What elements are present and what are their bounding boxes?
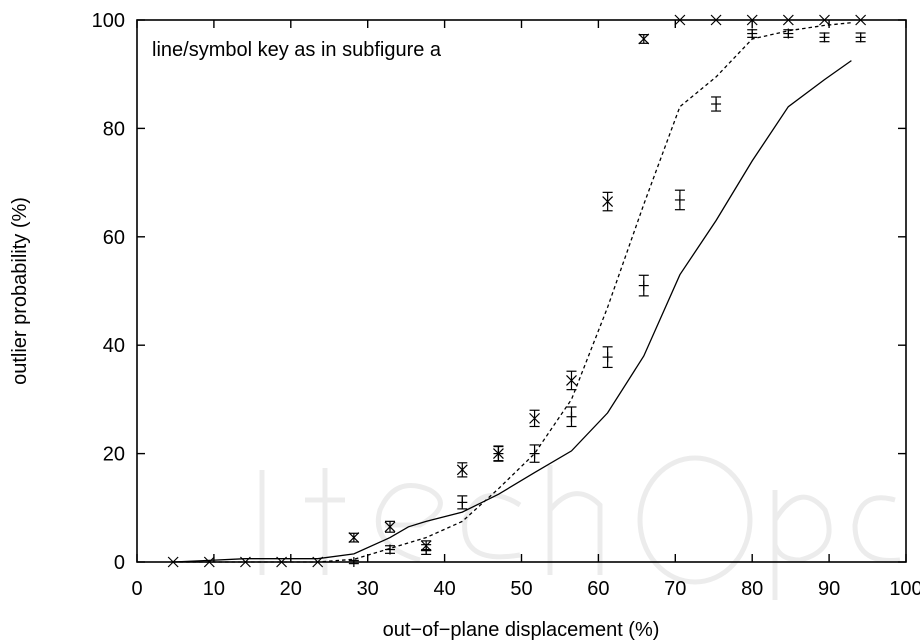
plus-marker-point: [711, 97, 721, 111]
x-tick-label: 50: [510, 578, 532, 600]
dashed-curve: [173, 23, 851, 562]
x-marker-point: [639, 34, 649, 44]
x-marker-point: [603, 192, 613, 210]
series-layer: [168, 15, 865, 567]
plus-marker-point: [385, 545, 395, 555]
x-tick-label: 100: [889, 578, 920, 600]
series-1: [173, 61, 851, 562]
plus-marker-point: [639, 275, 649, 296]
plus-marker-point: [747, 29, 757, 39]
y-tick-label: 100: [92, 10, 125, 32]
plus-marker-point: [603, 347, 613, 368]
plus-marker-point: [566, 407, 576, 427]
plus-marker-point: [675, 190, 685, 210]
x-tick-label: 70: [664, 578, 686, 600]
plus-marker-point: [530, 445, 540, 462]
x-marker-point: [566, 371, 576, 389]
x-tick-label: 80: [741, 578, 763, 600]
x-tick-label: 10: [203, 578, 225, 600]
x-marker-point: [349, 533, 359, 543]
series-2: [173, 23, 851, 562]
y-axis-label: outlier probability (%): [9, 197, 31, 385]
x-axis: 0 10 20 30 40 50 60 70 80 90 100: [131, 20, 920, 600]
x-tick-label: 40: [433, 578, 455, 600]
plus-marker-point: [783, 29, 793, 39]
x-tick-label: 0: [131, 578, 142, 600]
y-tick-label: 80: [103, 118, 125, 140]
plus-marker-point: [421, 545, 431, 555]
solid-curve: [173, 61, 851, 562]
x-tick-label: 90: [818, 578, 840, 600]
y-tick-label: 60: [103, 227, 125, 249]
plus-marker-point: [457, 496, 467, 509]
y-tick-label: 0: [114, 552, 125, 574]
x-marker-point: [530, 410, 540, 426]
x-tick-label: 60: [587, 578, 609, 600]
y-tick-label: 20: [103, 444, 125, 466]
plus-marker-point: [819, 32, 829, 42]
y-tick-label: 40: [103, 335, 125, 357]
plus-marker-point: [493, 446, 503, 461]
chart-annotation: line/symbol key as in subfigure a: [152, 39, 442, 61]
plus-marker-point: [856, 32, 866, 42]
series-3: [168, 15, 865, 567]
x-tick-label: 30: [357, 578, 379, 600]
x-marker-point: [457, 463, 467, 477]
x-axis-label: out−of−plane displacement (%): [383, 619, 660, 641]
x-tick-label: 20: [280, 578, 302, 600]
y-axis: 0 20 40 60 80 100: [92, 10, 906, 574]
